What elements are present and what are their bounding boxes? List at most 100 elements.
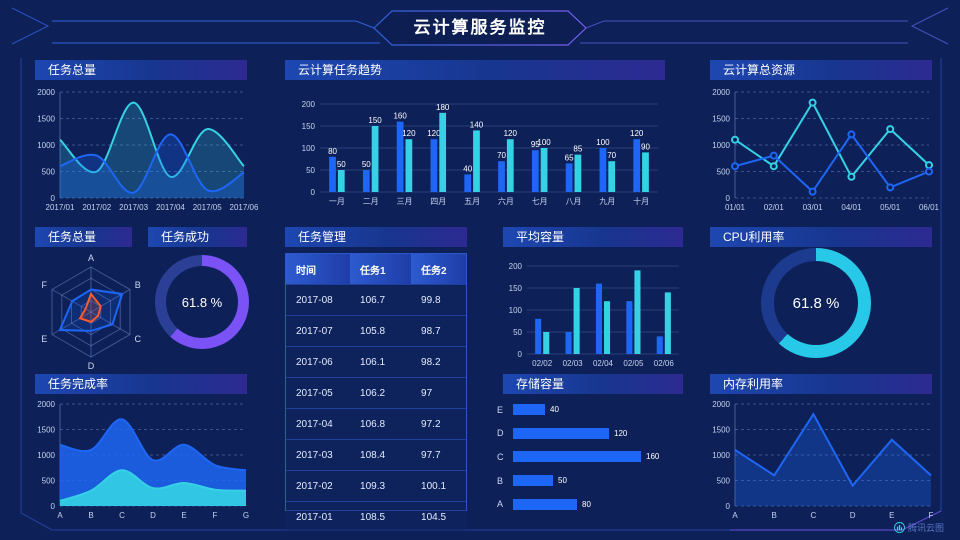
svg-text:九月: 九月 bbox=[599, 197, 615, 206]
svg-text:50: 50 bbox=[513, 328, 522, 337]
svg-text:150: 150 bbox=[509, 284, 523, 293]
svg-text:04/01: 04/01 bbox=[841, 203, 862, 212]
svg-text:100: 100 bbox=[537, 138, 551, 147]
panel-title-mem-usage: 内存利用率 bbox=[710, 374, 932, 394]
donut-value: 61.8 % bbox=[166, 266, 238, 338]
svg-text:1500: 1500 bbox=[712, 426, 730, 435]
svg-text:四月: 四月 bbox=[430, 197, 446, 206]
svg-text:F: F bbox=[213, 511, 218, 520]
table-cell: 2017-02 bbox=[286, 470, 351, 502]
table-cell: 2017-04 bbox=[286, 408, 351, 440]
donut-ring: 61.8 % bbox=[155, 255, 249, 349]
table-cell: 108.4 bbox=[350, 439, 412, 471]
svg-text:02/05: 02/05 bbox=[623, 359, 644, 368]
panel-title-storage: 存储容量 bbox=[503, 374, 683, 394]
svg-text:0: 0 bbox=[726, 502, 731, 511]
svg-text:2000: 2000 bbox=[37, 88, 55, 97]
svg-text:八月: 八月 bbox=[566, 197, 582, 206]
svg-text:1500: 1500 bbox=[712, 115, 730, 124]
svg-text:二月: 二月 bbox=[363, 197, 379, 206]
task-total-radar-chart: A B C D E F bbox=[32, 248, 150, 372]
hbar-value: 80 bbox=[582, 499, 591, 509]
hbar-value: 160 bbox=[646, 452, 660, 462]
svg-text:G: G bbox=[243, 511, 249, 520]
task-complete-area-chart: 0 500 1000 1500 2000 A B C D E F G bbox=[28, 396, 260, 522]
table-cell: 98.7 bbox=[411, 315, 466, 347]
svg-text:120: 120 bbox=[630, 129, 644, 138]
svg-text:1000: 1000 bbox=[37, 451, 55, 460]
brand-chart-icon bbox=[894, 522, 905, 533]
table-cell: 2017-06 bbox=[286, 346, 351, 378]
brand-label: 腾讯云图 bbox=[907, 523, 944, 533]
hbar-value: 40 bbox=[550, 405, 559, 415]
table-cell: 97 bbox=[411, 377, 466, 409]
svg-text:90: 90 bbox=[641, 142, 650, 151]
page-title: 云计算服务监控 bbox=[413, 18, 547, 37]
table-cell: 2017-08 bbox=[286, 284, 351, 316]
svg-text:A: A bbox=[57, 511, 63, 520]
svg-text:C: C bbox=[119, 511, 125, 520]
svg-text:06/01: 06/01 bbox=[919, 203, 940, 212]
svg-text:C: C bbox=[135, 334, 142, 344]
table-cell: 106.8 bbox=[350, 408, 412, 440]
hbar-category: E bbox=[497, 404, 504, 415]
hbar-bar bbox=[513, 475, 553, 487]
table-cell: 98.2 bbox=[411, 346, 466, 378]
hbar-row: C 160 bbox=[497, 451, 687, 463]
svg-text:五月: 五月 bbox=[464, 197, 480, 206]
table-header-cell: 时间 bbox=[286, 254, 351, 285]
task-success-donut: 61.8 % bbox=[155, 255, 249, 349]
table-row: 2017-07 105.8 98.7 bbox=[286, 315, 466, 347]
panel-title-task-total: 任务总量 bbox=[35, 60, 247, 80]
hbar-category: A bbox=[497, 499, 504, 510]
table-row: 2017-02 109.3 100.1 bbox=[286, 470, 466, 502]
table-cell: 97.2 bbox=[411, 408, 466, 440]
svg-text:02/01: 02/01 bbox=[764, 203, 785, 212]
cpu-usage-donut: 61.8 % bbox=[761, 248, 871, 358]
svg-text:50: 50 bbox=[306, 166, 315, 175]
svg-text:200: 200 bbox=[509, 262, 523, 271]
hbar-value: 120 bbox=[614, 428, 628, 438]
donut-ring: 61.8 % bbox=[761, 248, 871, 358]
table-cell: 109.3 bbox=[350, 470, 412, 502]
svg-text:95: 95 bbox=[531, 140, 540, 149]
table-cell: 2017-05 bbox=[286, 377, 351, 409]
svg-text:1000: 1000 bbox=[37, 141, 55, 150]
table-header-row: 时间 任务1 任务2 bbox=[286, 254, 466, 285]
svg-text:100: 100 bbox=[596, 138, 610, 147]
table-cell: 104.5 bbox=[411, 501, 466, 532]
panel-title-avg-capacity: 平均容量 bbox=[503, 227, 683, 247]
svg-text:500: 500 bbox=[717, 477, 731, 486]
svg-text:70: 70 bbox=[497, 151, 506, 160]
svg-text:500: 500 bbox=[42, 168, 56, 177]
table-cell: 108.5 bbox=[350, 501, 412, 532]
svg-text:100: 100 bbox=[509, 306, 523, 315]
svg-text:A: A bbox=[732, 511, 738, 520]
panel-title-task-manage: 任务管理 bbox=[285, 227, 467, 247]
svg-text:F: F bbox=[929, 511, 934, 520]
svg-text:1000: 1000 bbox=[712, 451, 730, 460]
svg-text:02/03: 02/03 bbox=[563, 359, 584, 368]
svg-text:D: D bbox=[850, 511, 856, 520]
svg-text:C: C bbox=[811, 511, 817, 520]
svg-text:六月: 六月 bbox=[498, 196, 514, 206]
svg-text:120: 120 bbox=[504, 129, 518, 138]
table-cell: 2017-03 bbox=[286, 439, 351, 471]
panel-title-task-complete: 任务完成率 bbox=[35, 374, 247, 394]
svg-text:1000: 1000 bbox=[712, 141, 730, 150]
panel-title-total-resource: 云计算总资源 bbox=[710, 60, 932, 80]
table-row: 2017-01 108.5 104.5 bbox=[286, 501, 466, 532]
svg-text:2000: 2000 bbox=[712, 400, 730, 409]
svg-text:B: B bbox=[88, 511, 93, 520]
svg-text:120: 120 bbox=[402, 129, 416, 138]
svg-text:2017/03: 2017/03 bbox=[119, 203, 148, 212]
avg-capacity-bar-chart: 0 50 100 150 200 02/02 02/03 02/04 02/05 02/06 bbox=[495, 250, 687, 370]
svg-text:180: 180 bbox=[436, 103, 450, 112]
task-table: 时间 任务1 任务2 2017-08 106.7 99.8 2017-07 105.8 98.… bbox=[286, 254, 466, 532]
svg-text:0: 0 bbox=[51, 194, 56, 203]
task-table-panel: 时间 任务1 任务2 2017-08 106.7 99.8 2017-07 105.8 98.… bbox=[285, 253, 467, 532]
mem-usage-line-chart: 0 500 1000 1500 2000 A B C D E F bbox=[703, 396, 945, 522]
svg-text:2017/06: 2017/06 bbox=[230, 203, 258, 212]
table-header-cell: 任务2 bbox=[411, 254, 466, 285]
